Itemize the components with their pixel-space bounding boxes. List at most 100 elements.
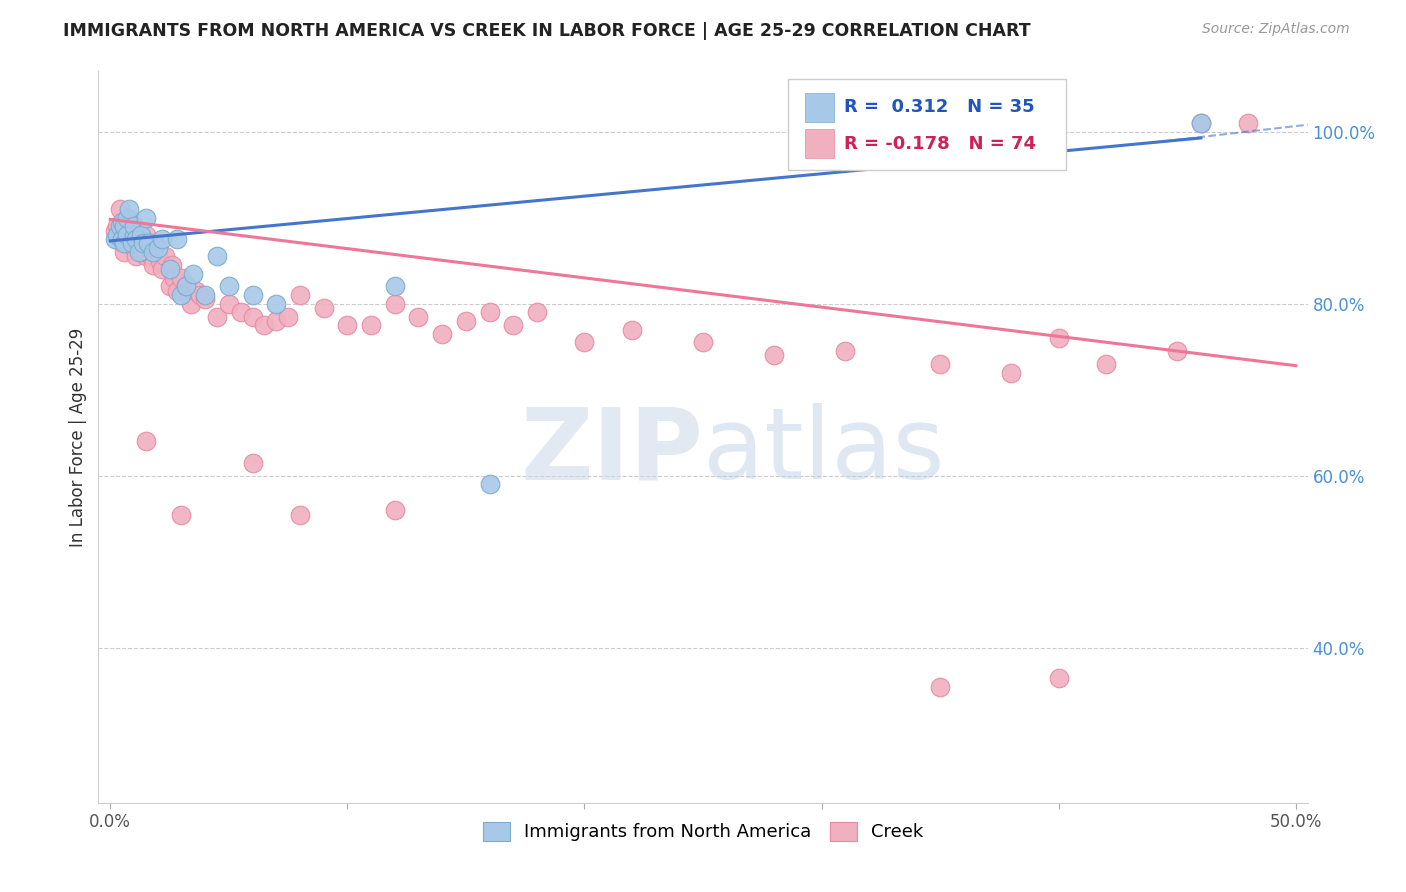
- Point: [146, 241, 169, 255]
- Point: [478, 305, 501, 319]
- Point: [139, 249, 162, 263]
- Point: [384, 279, 406, 293]
- Point: [312, 301, 335, 315]
- Point: [135, 434, 157, 449]
- FancyBboxPatch shape: [804, 93, 834, 122]
- Point: [502, 318, 524, 333]
- Point: [114, 223, 136, 237]
- Point: [1047, 331, 1070, 345]
- Point: [526, 305, 548, 319]
- Text: IMMIGRANTS FROM NORTH AMERICA VS CREEK IN LABOR FORCE | AGE 25-29 CORRELATION CH: IMMIGRANTS FROM NORTH AMERICA VS CREEK I…: [63, 22, 1031, 40]
- Point: [170, 271, 193, 285]
- Point: [205, 249, 228, 263]
- Point: [122, 219, 145, 234]
- Point: [114, 245, 136, 260]
- Point: [146, 245, 169, 260]
- Point: [1095, 357, 1118, 371]
- Point: [408, 310, 430, 324]
- Point: [1000, 366, 1022, 380]
- Point: [104, 232, 127, 246]
- Point: [384, 503, 406, 517]
- Point: [114, 236, 136, 251]
- Point: [122, 241, 145, 255]
- Point: [122, 227, 145, 242]
- Point: [432, 326, 454, 341]
- Point: [163, 271, 186, 285]
- Point: [132, 232, 155, 246]
- Point: [174, 279, 197, 293]
- Point: [253, 318, 276, 333]
- Point: [288, 508, 311, 522]
- Point: [1237, 116, 1260, 130]
- Point: [159, 262, 181, 277]
- Point: [218, 296, 240, 310]
- Point: [205, 310, 228, 324]
- Point: [114, 219, 136, 234]
- Point: [136, 236, 159, 251]
- Point: [194, 288, 217, 302]
- Point: [229, 305, 252, 319]
- Point: [218, 279, 240, 293]
- Point: [111, 236, 134, 251]
- Point: [929, 357, 952, 371]
- Point: [115, 211, 138, 225]
- Point: [159, 279, 181, 293]
- Point: [264, 314, 287, 328]
- Point: [184, 284, 207, 298]
- Point: [111, 232, 134, 246]
- Point: [121, 223, 143, 237]
- Point: [115, 227, 138, 242]
- Point: [125, 249, 148, 263]
- Point: [174, 279, 197, 293]
- Point: [111, 215, 134, 229]
- Point: [478, 477, 501, 491]
- Text: Source: ZipAtlas.com: Source: ZipAtlas.com: [1202, 22, 1350, 37]
- Point: [166, 284, 188, 298]
- Point: [128, 245, 150, 260]
- Point: [122, 219, 145, 234]
- Point: [132, 236, 155, 251]
- Point: [143, 236, 166, 251]
- Point: [108, 219, 131, 234]
- Point: [108, 232, 131, 246]
- Point: [166, 232, 188, 246]
- Point: [125, 232, 148, 246]
- Point: [135, 249, 157, 263]
- Point: [1047, 671, 1070, 685]
- Point: [242, 288, 264, 302]
- Point: [1189, 116, 1212, 130]
- Point: [620, 322, 643, 336]
- Point: [128, 236, 150, 251]
- Point: [121, 236, 143, 251]
- Point: [190, 288, 212, 302]
- Point: [118, 202, 141, 216]
- Point: [152, 262, 174, 277]
- Point: [1166, 344, 1188, 359]
- Point: [142, 245, 165, 260]
- Point: [108, 202, 131, 216]
- Point: [288, 288, 311, 302]
- Legend: Immigrants from North America, Creek: Immigrants from North America, Creek: [475, 814, 931, 848]
- Point: [129, 227, 152, 242]
- Point: [242, 456, 264, 470]
- FancyBboxPatch shape: [804, 129, 834, 159]
- Point: [336, 318, 359, 333]
- Point: [264, 296, 287, 310]
- Point: [142, 258, 165, 272]
- Point: [194, 293, 217, 307]
- Point: [135, 227, 157, 242]
- Point: [834, 344, 856, 359]
- Point: [105, 219, 128, 234]
- Text: R = -0.178   N = 74: R = -0.178 N = 74: [845, 135, 1036, 153]
- Text: atlas: atlas: [703, 403, 945, 500]
- Y-axis label: In Labor Force | Age 25-29: In Labor Force | Age 25-29: [69, 327, 87, 547]
- Point: [149, 253, 172, 268]
- Point: [242, 310, 264, 324]
- Point: [136, 236, 159, 251]
- Point: [153, 249, 176, 263]
- Point: [454, 314, 477, 328]
- Point: [692, 335, 714, 350]
- Point: [763, 348, 786, 362]
- Point: [105, 227, 128, 242]
- Point: [1189, 116, 1212, 130]
